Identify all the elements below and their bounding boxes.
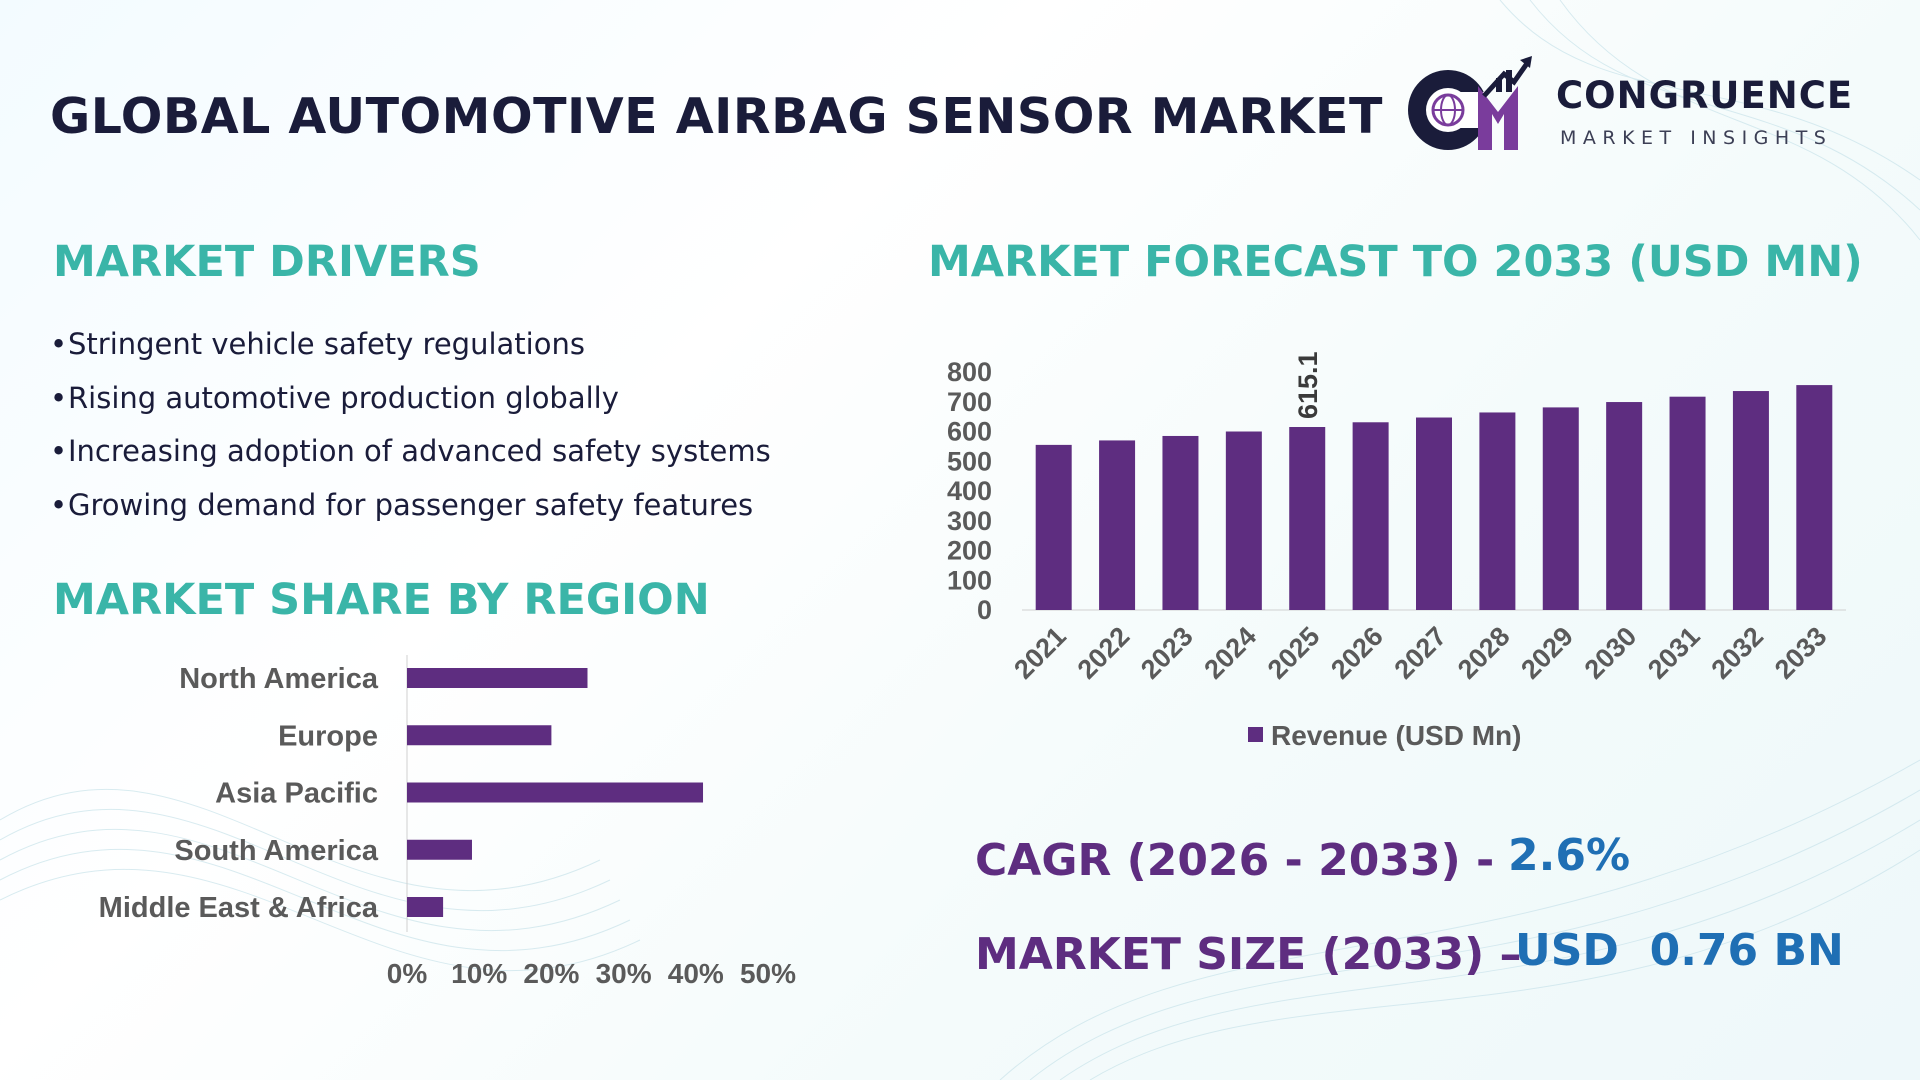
market-share-region-heading: MARKET SHARE BY REGION bbox=[53, 575, 710, 625]
driver-text: Stringent vehicle safety regulations bbox=[68, 327, 585, 361]
market-forecast-heading: MARKET FORECAST TO 2033 (USD MN) bbox=[928, 237, 1863, 287]
bar-2021 bbox=[1035, 444, 1072, 610]
market-drivers-heading: MARKET DRIVERS bbox=[53, 237, 481, 287]
bar-2025 bbox=[1289, 427, 1326, 610]
region-bar bbox=[407, 782, 704, 803]
y-tick-label: 0 bbox=[977, 595, 992, 625]
logo-tagline: MARKET INSIGHTS bbox=[1560, 127, 1833, 149]
data-label: 615.1 bbox=[1293, 351, 1323, 419]
legend-square-icon bbox=[1248, 727, 1263, 742]
region-bar bbox=[407, 839, 472, 860]
bar-2028 bbox=[1479, 412, 1516, 610]
x-tick-label: 30% bbox=[596, 958, 652, 989]
cagr-label: CAGR (2026 - 2033) - bbox=[975, 835, 1495, 886]
bullet-icon: • bbox=[50, 487, 68, 522]
market-size-label: MARKET SIZE (2033) – bbox=[975, 929, 1522, 980]
x-tick-label: 20% bbox=[523, 958, 579, 989]
brand-logo: CONGRUENCE MARKET INSIGHTS bbox=[1400, 52, 1900, 162]
bar-2027 bbox=[1416, 417, 1452, 610]
bar-2031 bbox=[1669, 396, 1706, 610]
y-tick-label: 100 bbox=[947, 565, 992, 595]
y-tick-label: 400 bbox=[947, 476, 992, 506]
x-tick-label: 50% bbox=[740, 958, 796, 989]
y-tick-label: 700 bbox=[947, 387, 992, 417]
bar-2030 bbox=[1606, 402, 1643, 610]
x-tick-label: 10% bbox=[451, 958, 507, 989]
region-label: Asia Pacific bbox=[215, 778, 378, 810]
region-bar bbox=[407, 725, 552, 746]
region-label: Europe bbox=[278, 720, 378, 752]
driver-text: Increasing adoption of advanced safety s… bbox=[68, 434, 771, 468]
driver-text: Growing demand for passenger safety feat… bbox=[68, 487, 754, 522]
page-title: GLOBAL AUTOMOTIVE AIRBAG SENSOR MARKET bbox=[50, 88, 1383, 145]
driver-item: •Rising automotive production globally bbox=[50, 376, 771, 430]
driver-text: Rising automotive production globally bbox=[68, 380, 619, 415]
x-tick-label: 40% bbox=[668, 958, 724, 989]
region-label: Middle East & Africa bbox=[99, 892, 379, 924]
driver-item: •Increasing adoption of advanced safety … bbox=[50, 429, 771, 483]
congruence-logo-icon bbox=[1408, 56, 1532, 150]
region-label: South America bbox=[174, 835, 378, 867]
y-tick-label: 800 bbox=[947, 357, 992, 387]
bar-2022 bbox=[1099, 440, 1136, 610]
bar-2023 bbox=[1162, 435, 1199, 610]
bullet-icon: • bbox=[50, 380, 68, 415]
driver-item: •Growing demand for passenger safety fea… bbox=[50, 483, 771, 537]
x-tick-label: 0% bbox=[387, 958, 428, 989]
bullet-icon: • bbox=[50, 434, 68, 468]
y-tick-label: 600 bbox=[947, 417, 992, 447]
logo-name: CONGRUENCE bbox=[1556, 74, 1854, 117]
market-size-value: USD 0.76 BN bbox=[1515, 925, 1844, 976]
growth-arrow-icon bbox=[1482, 56, 1532, 98]
y-tick-label: 300 bbox=[947, 506, 992, 536]
legend-label: Revenue (USD Mn) bbox=[1271, 720, 1521, 751]
globe-icon bbox=[1431, 93, 1465, 127]
region-label: North America bbox=[179, 663, 379, 695]
cagr-value: 2.6% bbox=[1508, 830, 1631, 881]
region-bar bbox=[407, 668, 588, 688]
region-bar bbox=[407, 897, 444, 917]
bar-2033 bbox=[1796, 385, 1833, 610]
y-tick-label: 500 bbox=[947, 446, 992, 476]
y-tick-label: 200 bbox=[947, 536, 992, 566]
bar-2029 bbox=[1542, 407, 1579, 610]
bar-2026 bbox=[1352, 422, 1389, 610]
bar-2024 bbox=[1225, 431, 1262, 610]
bar-2032 bbox=[1732, 391, 1769, 610]
bullet-icon: • bbox=[50, 327, 68, 361]
drivers-list: •Stringent vehicle safety regulations •R… bbox=[50, 322, 771, 536]
driver-item: •Stringent vehicle safety regulations bbox=[50, 322, 771, 376]
